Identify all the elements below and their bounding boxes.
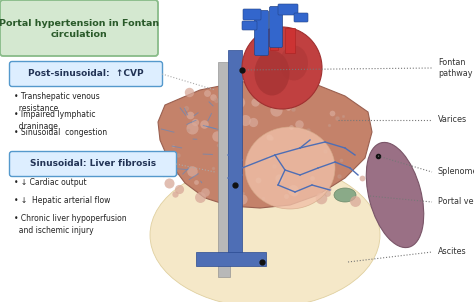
Text: • Sinusoidal  congestion: • Sinusoidal congestion — [14, 128, 107, 137]
FancyBboxPatch shape — [9, 62, 163, 86]
Ellipse shape — [245, 127, 335, 209]
FancyBboxPatch shape — [255, 11, 268, 56]
FancyBboxPatch shape — [0, 0, 158, 56]
FancyBboxPatch shape — [285, 28, 295, 53]
Text: Fontan
pathway: Fontan pathway — [438, 58, 473, 78]
FancyBboxPatch shape — [270, 32, 278, 50]
Ellipse shape — [242, 27, 322, 109]
Text: • Transhepatic venous
  resistance: • Transhepatic venous resistance — [14, 92, 100, 113]
Polygon shape — [158, 80, 372, 208]
FancyBboxPatch shape — [278, 4, 298, 15]
FancyBboxPatch shape — [196, 252, 266, 266]
Text: • Impaired lymphatic
  draninage: • Impaired lymphatic draninage — [14, 110, 95, 131]
Ellipse shape — [366, 143, 424, 248]
FancyBboxPatch shape — [9, 152, 176, 176]
Text: Varices: Varices — [438, 115, 467, 124]
Ellipse shape — [280, 46, 308, 81]
FancyBboxPatch shape — [270, 7, 283, 47]
FancyBboxPatch shape — [243, 9, 261, 20]
FancyBboxPatch shape — [228, 50, 242, 265]
Ellipse shape — [334, 188, 356, 202]
Text: Splenomegaly: Splenomegaly — [438, 168, 474, 176]
Text: Sinusoidal: Liver fibrosis: Sinusoidal: Liver fibrosis — [30, 159, 156, 169]
FancyBboxPatch shape — [294, 13, 308, 22]
Ellipse shape — [255, 50, 290, 95]
Text: Portal vein: Portal vein — [438, 198, 474, 207]
Ellipse shape — [150, 162, 380, 302]
FancyBboxPatch shape — [242, 21, 257, 30]
Text: • Chronic liver hypoperfusion
  and ischemic injury: • Chronic liver hypoperfusion and ischem… — [14, 214, 127, 235]
FancyBboxPatch shape — [218, 62, 230, 277]
Text: • ↓ Cardiac output: • ↓ Cardiac output — [14, 178, 87, 187]
Text: Post-sinusoidal:  ↑CVP: Post-sinusoidal: ↑CVP — [28, 69, 144, 79]
Text: Portal hypertension in Fontan
circulation: Portal hypertension in Fontan circulatio… — [0, 19, 159, 39]
Text: Ascites: Ascites — [438, 248, 466, 256]
Text: • ↓  Hepatic arterial flow: • ↓ Hepatic arterial flow — [14, 196, 110, 205]
